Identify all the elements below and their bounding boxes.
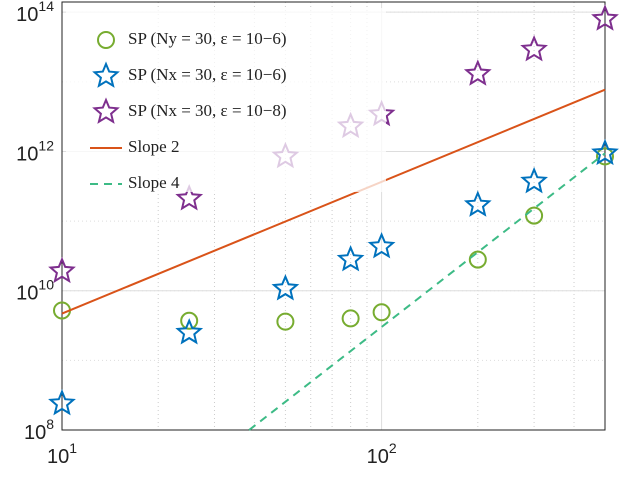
legend-label: Slope 2	[128, 137, 179, 156]
tick-base: 10	[24, 422, 46, 444]
tick-exp: 14	[38, 0, 54, 14]
legend-label: Slope 4	[128, 173, 180, 192]
data-point	[48, 256, 76, 284]
tick-exp: 12	[38, 137, 54, 153]
legend-label: SP (Ny = 30, ε = 10−6)	[128, 29, 287, 48]
tick-base: 10	[47, 446, 69, 468]
data-point	[463, 59, 492, 86]
data-point	[463, 190, 492, 217]
legend-label: SP (Nx = 30, ε = 10−8)	[128, 101, 287, 120]
data-point	[520, 166, 548, 194]
fit-line	[248, 152, 606, 431]
data-point	[520, 35, 548, 62]
data-point	[336, 244, 365, 272]
y-tick-label: 1012	[16, 137, 54, 166]
data-point	[48, 388, 76, 416]
tick-base: 10	[16, 283, 38, 305]
data-point	[276, 312, 295, 331]
x-tick-label: 101	[47, 440, 77, 469]
data-point	[271, 274, 300, 301]
tick-exp: 10	[38, 276, 54, 292]
tick-base: 10	[16, 4, 38, 26]
tick-exp: 1	[69, 440, 77, 456]
legend-marker	[92, 97, 120, 124]
data-point	[180, 311, 199, 330]
tick-base: 10	[367, 446, 389, 468]
legend-box	[66, 8, 386, 192]
data-point	[591, 138, 619, 166]
data-point	[591, 4, 619, 31]
axes-box	[61, 1, 606, 431]
data-point	[341, 309, 360, 328]
tick-exp: 8	[46, 416, 54, 432]
tick-base: 10	[16, 144, 38, 166]
tick-exp: 2	[389, 440, 397, 456]
data-point	[367, 232, 396, 259]
legend-marker	[92, 61, 120, 88]
data-point	[175, 318, 204, 345]
y-tick-label: 1014	[16, 0, 54, 26]
x-tick-label: 102	[367, 440, 397, 469]
y-tick-label: 108	[24, 416, 54, 445]
data-point	[175, 183, 204, 211]
data-point	[468, 250, 487, 269]
data-point	[596, 147, 614, 166]
fit-line	[61, 88, 606, 315]
data-point	[372, 303, 391, 322]
legend-marker	[97, 31, 115, 49]
legend-label: SP (Nx = 30, ε = 10−6)	[128, 65, 287, 84]
y-tick-label: 1010	[16, 276, 54, 305]
